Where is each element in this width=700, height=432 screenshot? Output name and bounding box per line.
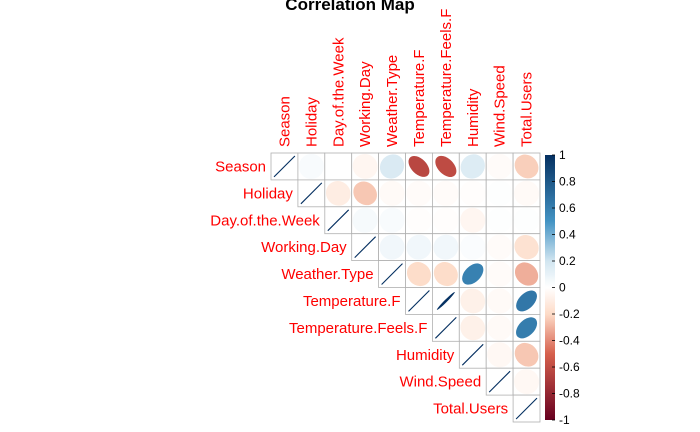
diagonal-mark-9 (515, 397, 538, 420)
colorbar-gradient (545, 155, 555, 420)
diagonal-mark-1 (300, 182, 323, 205)
column-label-0: Season (276, 96, 293, 147)
row-label-8: Wind.Speed (399, 374, 481, 391)
ellipse-0-7 (460, 154, 485, 179)
colorbar-tick-label-7: -0.4 (559, 334, 580, 348)
ellipse-0-1 (298, 153, 324, 179)
colorbar-tick-label-10: -1 (559, 413, 570, 427)
ellipse-1-9 (514, 180, 540, 206)
diagonal-mark-8 (488, 370, 511, 393)
row-label-6: Temperature.Feels.F (289, 320, 427, 337)
colorbar-tick-label-2: 0.6 (559, 201, 576, 215)
ellipse-0-6 (435, 155, 457, 177)
column-label-4: Weather.Type (384, 55, 401, 147)
ellipse-5-9 (516, 290, 537, 312)
ellipse-1-4 (379, 180, 405, 206)
correlation-cells (270, 152, 541, 423)
ellipse-2-6 (433, 207, 459, 233)
column-label-3: Working.Day (357, 61, 374, 147)
colorbar-tick-label-8: -0.6 (559, 360, 580, 374)
colorbar-tick-label-0: 1 (559, 148, 566, 162)
colorbar-tick-label-5: 0 (559, 281, 566, 295)
column-labels: Season Holiday Day.of.the.Week Working.Day W… (276, 9, 535, 147)
ellipse-4-9 (514, 262, 539, 286)
ellipse-4-6 (433, 262, 458, 287)
ellipse-0-5 (408, 155, 430, 177)
ellipse-0-9 (514, 154, 539, 179)
ellipse-5-6 (436, 291, 455, 310)
column-label-7: Humidity (465, 88, 482, 147)
colorbar-tick-label-9: -0.8 (559, 387, 580, 401)
ellipse-1-5 (406, 180, 432, 206)
diagonal-mark-3 (354, 236, 376, 258)
ellipse-6-7 (460, 315, 486, 341)
ellipse-6-8 (487, 315, 513, 341)
row-label-5: Temperature.F (303, 293, 401, 310)
column-label-6: Temperature.Feels.F (438, 9, 455, 147)
row-label-0: Season (215, 158, 266, 175)
diagonal-mark-0 (273, 155, 296, 178)
diagonal-mark-4 (381, 263, 403, 285)
ellipse-0-3 (352, 153, 378, 179)
ellipse-0-8 (487, 153, 513, 180)
ellipse-1-2 (325, 181, 351, 206)
ellipse-5-8 (487, 288, 513, 314)
ellipse-5-7 (460, 288, 486, 314)
column-label-8: Wind.Speed (492, 65, 509, 147)
ellipse-1-3 (353, 181, 377, 206)
ellipse-2-4 (379, 207, 405, 233)
row-labels: Season Holiday Day.of.the.Week Working.Day W… (210, 158, 508, 417)
diagonal-mark-5 (408, 290, 430, 312)
row-label-3: Working.Day (261, 239, 347, 256)
ellipse-3-5 (406, 234, 432, 260)
ellipse-3-9 (514, 235, 539, 260)
ellipse-2-9 (513, 207, 540, 233)
column-label-1: Holiday (303, 96, 320, 147)
colorbar-tick-label-6: -0.2 (559, 307, 580, 321)
diagonal-mark-6 (435, 317, 457, 339)
colorbar-tick-label-1: 0.8 (559, 175, 576, 189)
diagonal-mark-2 (327, 209, 350, 232)
ellipse-2-7 (460, 207, 486, 233)
column-label-2: Day.of.the.Week (330, 37, 347, 147)
ellipse-8-9 (514, 369, 540, 395)
ellipse-1-7 (460, 180, 486, 206)
row-label-1: Holiday (243, 185, 294, 202)
row-label-4: Weather.Type (281, 266, 373, 283)
ellipse-0-4 (379, 154, 405, 179)
ellipse-4-7 (462, 263, 484, 285)
ellipse-7-8 (487, 342, 513, 368)
ellipse-2-8 (487, 207, 513, 233)
chart-title: Correlation Map (285, 0, 414, 14)
row-label-9: Total.Users (433, 401, 508, 418)
ellipse-4-5 (406, 262, 431, 287)
column-label-5: Temperature.F (411, 49, 428, 147)
ellipse-4-8 (487, 261, 513, 287)
ellipse-2-5 (406, 207, 432, 233)
ellipse-3-4 (379, 234, 405, 260)
ellipse-0-2 (325, 153, 351, 180)
colorbar-tick-label-4: 0.2 (559, 254, 576, 268)
ellipse-6-9 (516, 317, 538, 339)
ellipse-3-7 (460, 234, 486, 260)
ellipse-1-8 (487, 180, 513, 206)
color-legend: 1 0.8 0.6 0.4 0.2 0 -0.2 -0.4 -0.6 -0.8 -1 (545, 148, 580, 427)
ellipse-2-3 (352, 207, 378, 233)
ellipse-7-9 (514, 342, 539, 367)
ellipse-3-8 (487, 234, 513, 260)
row-label-7: Humidity (396, 347, 455, 364)
ellipse-1-6 (433, 180, 459, 206)
row-label-2: Day.of.the.Week (210, 212, 320, 229)
column-label-9: Total.Users (519, 72, 536, 147)
colorbar-tick-label-3: 0.4 (559, 228, 576, 242)
ellipse-3-6 (433, 234, 459, 260)
diagonal-mark-7 (461, 343, 484, 366)
